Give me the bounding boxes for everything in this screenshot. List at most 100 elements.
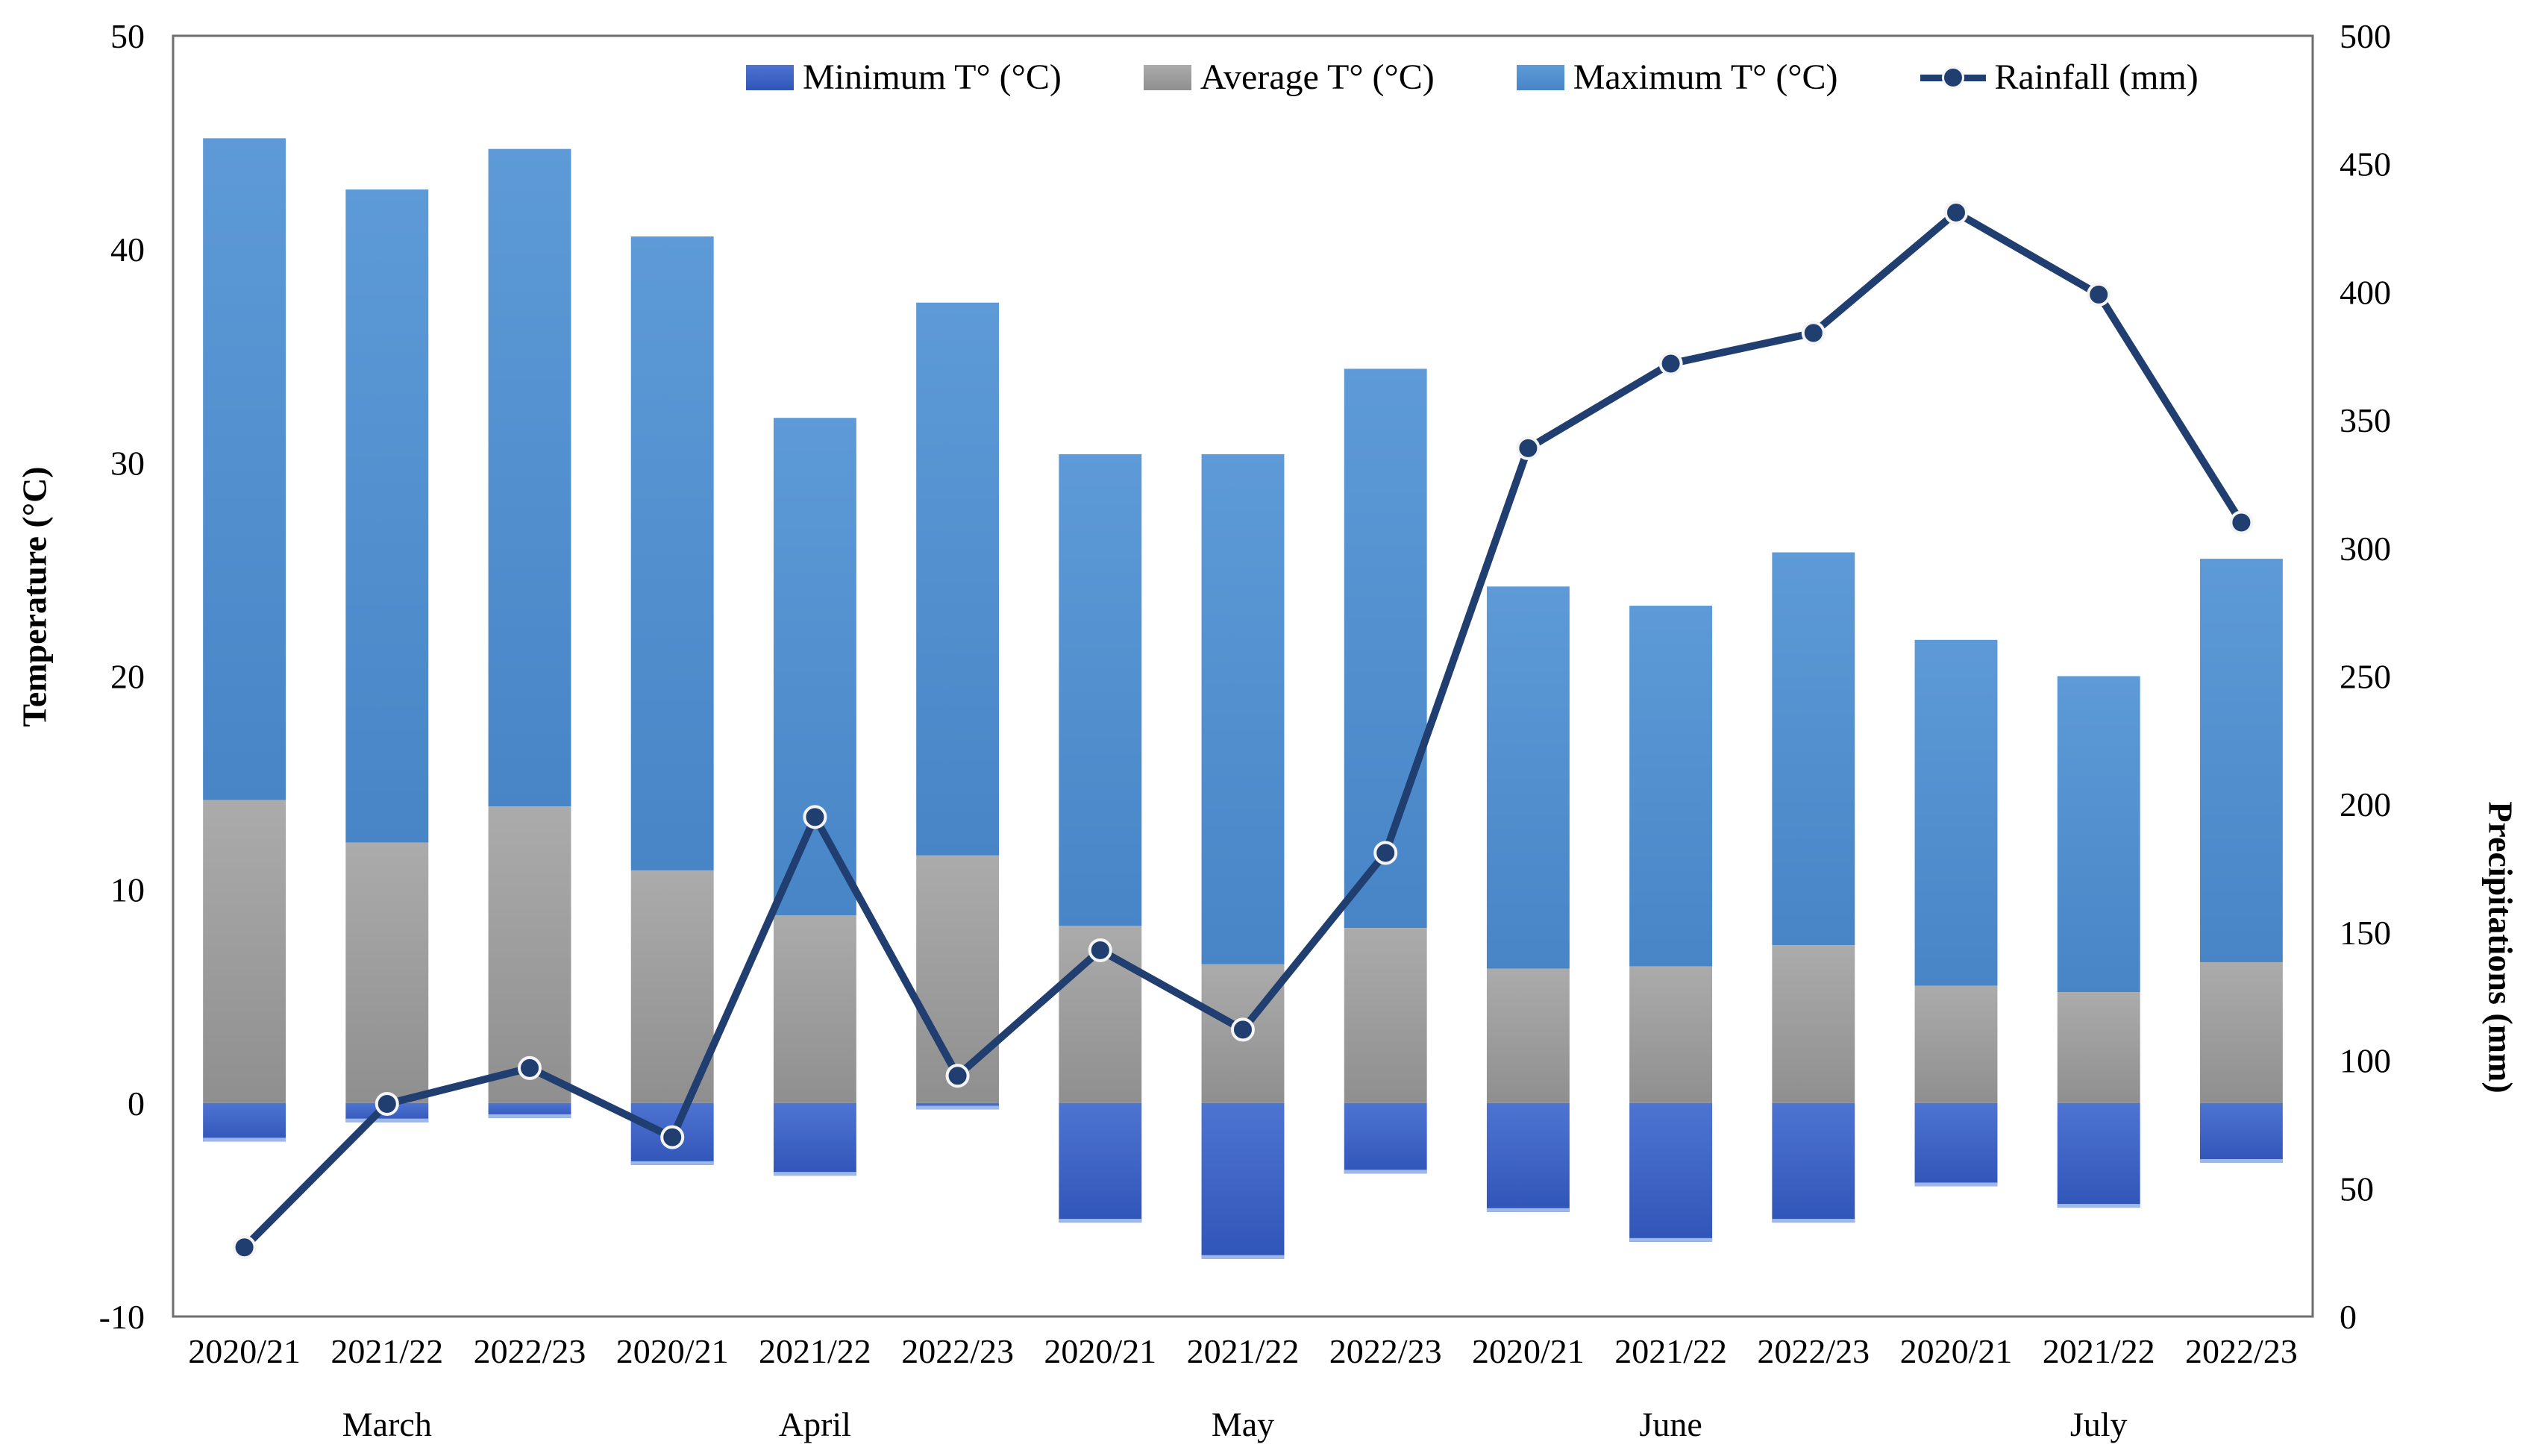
x-season-label: 2021/22: [330, 1332, 443, 1370]
y-right-tick: 450: [2340, 145, 2391, 183]
bar-min-edge: [203, 1138, 286, 1142]
x-month-label: July: [2070, 1405, 2128, 1443]
rainfall-marker: [803, 805, 827, 829]
bar-min: [1629, 1102, 1713, 1242]
bar-avg: [916, 855, 1000, 1103]
x-season-label: 2022/23: [1329, 1332, 1442, 1370]
x-season-label: 2020/21: [1044, 1332, 1156, 1370]
bar-max: [1201, 454, 1285, 964]
y-left-tick: 20: [110, 658, 145, 696]
x-season-label: 2021/22: [1614, 1332, 1727, 1370]
legend-item-average: Average T° (°C): [1143, 57, 1435, 98]
legend-item-rainfall: Rainfall (mm): [1920, 57, 2199, 98]
x-season-label: 2022/23: [2185, 1332, 2298, 1370]
legend-label-maximum: Maximum T° (°C): [1573, 57, 1838, 97]
bar-min-edge: [2057, 1204, 2140, 1208]
bar-min-edge: [916, 1105, 1000, 1110]
bar-max: [1344, 368, 1427, 929]
bar-min-edge: [1629, 1237, 1713, 1242]
bar-max: [630, 236, 714, 870]
x-season-label: 2020/21: [1472, 1332, 1585, 1370]
bar-avg: [1344, 928, 1427, 1103]
bar-max: [1772, 552, 1855, 946]
rainfall-line-marker-icon: [1920, 65, 1986, 90]
y-right-tick: 300: [2340, 530, 2391, 568]
maximum-swatch-icon: [1516, 64, 1564, 90]
bar-min: [773, 1102, 856, 1176]
bar-avg: [345, 842, 429, 1103]
y-right-tick: 500: [2340, 17, 2391, 55]
bar-min: [1772, 1102, 1855, 1223]
x-season-label: 2021/22: [2043, 1332, 2155, 1370]
bar-avg: [1629, 966, 1713, 1103]
y-left-tick: 10: [110, 871, 145, 909]
bar-min: [2057, 1102, 2140, 1208]
x-month-label: March: [342, 1405, 432, 1443]
bar-min-edge: [2199, 1158, 2283, 1163]
x-season-label: 2022/23: [901, 1332, 1014, 1370]
bar-min: [1059, 1102, 1142, 1223]
x-season-label: 2021/22: [1187, 1332, 1300, 1370]
legend-label-minimum: Minimum T° (°C): [803, 57, 1062, 97]
bar-max: [916, 302, 1000, 856]
bar-max: [203, 138, 286, 800]
x-season-label: 2020/21: [1900, 1332, 2013, 1370]
bar-min: [488, 1102, 571, 1118]
bar-max: [773, 418, 856, 916]
legend-label-average: Average T° (°C): [1200, 57, 1435, 97]
x-month-label: April: [779, 1405, 851, 1443]
bar-min: [1344, 1102, 1427, 1174]
rainfall-marker: [2087, 282, 2111, 307]
bar-avg: [2057, 992, 2140, 1103]
y-right-tick: 100: [2340, 1042, 2391, 1080]
y-right-tick: 250: [2340, 658, 2391, 696]
y-axis-title-precipitations: Precipitations (mm): [2481, 801, 2520, 1093]
x-month-label: May: [1212, 1405, 1274, 1443]
bar-min-edge: [488, 1114, 571, 1118]
y-left-tick: -10: [99, 1298, 145, 1336]
x-season-label: 2021/22: [759, 1332, 871, 1370]
plot-border: [172, 34, 2314, 1318]
y-right-tick: 150: [2340, 914, 2391, 952]
rainfall-marker: [1801, 321, 1826, 345]
bar-min-edge: [1201, 1255, 1285, 1259]
bar-max: [345, 189, 429, 843]
rainfall-marker: [2229, 510, 2254, 535]
bar-min-edge: [1486, 1208, 1570, 1212]
bar-avg: [630, 870, 714, 1103]
y-left-tick: 50: [110, 17, 145, 55]
x-season-label: 2022/23: [474, 1332, 586, 1370]
bar-avg: [2199, 961, 2283, 1103]
bar-max: [2057, 676, 2140, 993]
bar-min: [1201, 1102, 1285, 1259]
y-left-tick: 40: [110, 230, 145, 269]
y-right-tick: 350: [2340, 401, 2391, 439]
bar-min: [1486, 1102, 1570, 1212]
bar-min-edge: [773, 1172, 856, 1176]
rainfall-marker: [375, 1091, 399, 1116]
bar-min-edge: [1914, 1182, 1998, 1187]
y-right-tick: 0: [2340, 1298, 2357, 1336]
rainfall-marker: [1516, 436, 1541, 460]
legend: Minimum T° (°C) Average T° (°C) Maximum …: [746, 57, 2199, 98]
y-axis-title-temperature: Temperature (°C): [15, 466, 54, 727]
x-season-label: 2020/21: [616, 1332, 729, 1370]
y-right-tick: 200: [2340, 785, 2391, 823]
rainfall-marker: [660, 1125, 685, 1149]
bar-avg: [488, 806, 571, 1103]
rainfall-marker: [1944, 200, 1968, 225]
rainfall-marker: [518, 1055, 542, 1080]
bar-min-edge: [1772, 1219, 1855, 1223]
rainfall-marker: [1231, 1017, 1255, 1042]
bar-avg: [773, 915, 856, 1103]
x-season-label: 2022/23: [1757, 1332, 1870, 1370]
legend-label-rainfall: Rainfall (mm): [1994, 57, 2199, 97]
legend-item-minimum: Minimum T° (°C): [746, 57, 1062, 98]
bar-min: [203, 1102, 286, 1142]
x-season-label: 2020/21: [188, 1332, 301, 1370]
rainfall-marker: [1088, 938, 1112, 962]
rainfall-marker: [945, 1064, 970, 1088]
bar-min-edge: [1344, 1170, 1427, 1174]
bar-max: [2199, 559, 2283, 962]
